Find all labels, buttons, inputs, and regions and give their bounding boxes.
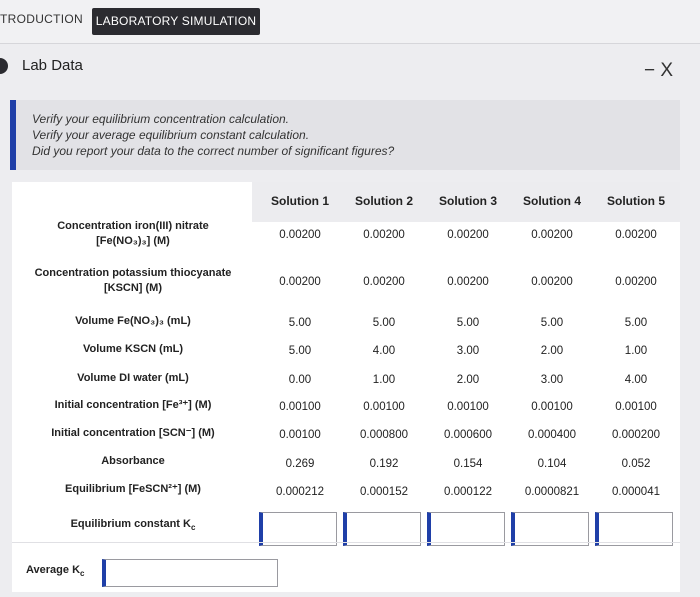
table-cell: 5.00 bbox=[624, 317, 648, 329]
table-cell: 0.192 bbox=[369, 458, 399, 470]
table-cell: 0.154 bbox=[453, 458, 483, 470]
kc-input-solution-2[interactable] bbox=[343, 512, 421, 546]
row-label: Volume DI water (mL) bbox=[12, 371, 254, 386]
table-cell: 0.00100 bbox=[531, 401, 573, 413]
row-label-line: Absorbance bbox=[101, 455, 165, 467]
row-label-line: Concentration potassium thiocyanate bbox=[34, 267, 232, 279]
table-header-band bbox=[252, 182, 680, 222]
row-label-line: Volume Fe(NO₃)₃ (mL) bbox=[75, 315, 191, 327]
row-label: Absorbance bbox=[12, 454, 254, 469]
table-cell: 0.000600 bbox=[444, 429, 492, 441]
row-label: Volume KSCN (mL) bbox=[12, 342, 254, 357]
table-cell: 5.00 bbox=[372, 317, 396, 329]
table-cell: 0.052 bbox=[621, 458, 651, 470]
row-label-line: Volume KSCN (mL) bbox=[82, 343, 184, 355]
table-cell: 4.00 bbox=[372, 345, 396, 357]
row-label: Equilibrium [FeSCN²⁺] (M) bbox=[12, 482, 254, 497]
average-label-text: Average K bbox=[26, 564, 81, 576]
kc-input-solution-5[interactable] bbox=[595, 512, 673, 546]
table-cell: 4.00 bbox=[624, 374, 648, 386]
row-label-line: Volume DI water (mL) bbox=[77, 372, 189, 384]
table-cell: 0.000122 bbox=[444, 486, 492, 498]
tab-laboratory-simulation[interactable]: LABORATORY SIMULATION bbox=[92, 8, 260, 35]
table-cell: 2.00 bbox=[540, 345, 564, 357]
row-label-line: [Fe(NO₃)₃] (M) bbox=[96, 235, 170, 247]
column-header-solution-4: Solution 4 bbox=[523, 194, 581, 208]
average-kc-label: Average Kc bbox=[26, 564, 84, 578]
table-cell: 1.00 bbox=[372, 374, 396, 386]
kc-input-solution-4[interactable] bbox=[511, 512, 589, 546]
kc-row-label: Equilibrium constant Kc bbox=[12, 517, 254, 535]
row-label: Concentration potassium thiocyanate [KSCN… bbox=[12, 266, 254, 296]
row-label: Concentration iron(III) nitrate [Fe(NO₃)₃… bbox=[12, 219, 254, 249]
row-label: Initial concentration [Fe³⁺] (M) bbox=[12, 398, 254, 413]
instruction-line: Verify your equilibrium concentration ca… bbox=[32, 112, 290, 126]
table-cell: 0.00200 bbox=[363, 276, 405, 288]
panel-marker bbox=[0, 58, 8, 74]
column-header-solution-5: Solution 5 bbox=[607, 194, 665, 208]
table-cell: 5.00 bbox=[456, 317, 480, 329]
table-cell: 0.104 bbox=[537, 458, 567, 470]
table-cell: 5.00 bbox=[288, 345, 312, 357]
table-cell: 0.00100 bbox=[615, 401, 657, 413]
row-label: Volume Fe(NO₃)₃ (mL) bbox=[12, 314, 254, 329]
table-cell: 0.00100 bbox=[447, 401, 489, 413]
table-cell: 2.00 bbox=[456, 374, 480, 386]
table-cell: 0.00200 bbox=[363, 229, 405, 241]
lab-data-table: Solution 1 Solution 2 Solution 3 Solution 4… bbox=[12, 182, 680, 592]
table-cell: 0.000800 bbox=[360, 429, 408, 441]
row-label-line: Equilibrium [FeSCN²⁺] (M) bbox=[65, 483, 201, 495]
column-header-solution-3: Solution 3 bbox=[439, 194, 497, 208]
column-header-solution-2: Solution 2 bbox=[355, 194, 413, 208]
table-cell: 0.000400 bbox=[528, 429, 576, 441]
table-cell: 0.269 bbox=[285, 458, 315, 470]
panel-minimize-close-button[interactable]: − X bbox=[644, 60, 674, 81]
row-label: Initial concentration [SCN⁻] (M) bbox=[12, 426, 254, 441]
table-cell: 0.000152 bbox=[360, 486, 408, 498]
tab-introduction[interactable]: TRODUCTION bbox=[0, 12, 83, 26]
table-cell: 1.00 bbox=[624, 345, 648, 357]
table-cell: 0.000200 bbox=[612, 429, 660, 441]
table-cell: 5.00 bbox=[288, 317, 312, 329]
average-label-sub: c bbox=[80, 569, 85, 579]
table-cell: 0.00200 bbox=[447, 276, 489, 288]
table-cell: 0.00100 bbox=[279, 401, 321, 413]
average-kc-input[interactable] bbox=[102, 559, 278, 587]
table-separator bbox=[12, 542, 680, 543]
table-cell: 0.00 bbox=[288, 374, 312, 386]
kc-input-solution-1[interactable] bbox=[259, 512, 337, 546]
table-cell: 0.00100 bbox=[363, 401, 405, 413]
column-header-solution-1: Solution 1 bbox=[271, 194, 329, 208]
instruction-line: Did you report your data to the correct … bbox=[32, 144, 395, 158]
table-cell: 0.00100 bbox=[279, 429, 321, 441]
top-tab-bar: TRODUCTION LABORATORY SIMULATION bbox=[0, 0, 700, 44]
row-label-line: [KSCN] (M) bbox=[103, 282, 163, 294]
row-label-line: Concentration iron(III) nitrate bbox=[57, 220, 209, 232]
table-cell: 0.00200 bbox=[531, 276, 573, 288]
kc-label-sub: c bbox=[190, 523, 196, 533]
table-cell: 0.00200 bbox=[531, 229, 573, 241]
instruction-line: Verify your average equilibrium constant… bbox=[32, 128, 310, 142]
instructions-box: Verify your equilibrium concentration ca… bbox=[10, 100, 680, 170]
table-cell: 3.00 bbox=[456, 345, 480, 357]
table-cell: 0.000041 bbox=[612, 486, 660, 498]
table-cell: 0.00200 bbox=[615, 276, 657, 288]
table-cell: 3.00 bbox=[540, 374, 564, 386]
row-label-line: Initial concentration [Fe³⁺] (M) bbox=[54, 399, 212, 411]
table-cell: 0.00200 bbox=[279, 276, 321, 288]
table-cell: 0.00200 bbox=[615, 229, 657, 241]
table-cell: 0.000212 bbox=[276, 486, 324, 498]
panel-title: Lab Data bbox=[22, 57, 83, 74]
kc-label-text: Equilibrium constant K bbox=[70, 518, 191, 530]
row-label-line: Initial concentration [SCN⁻] (M) bbox=[51, 427, 215, 439]
table-cell: 0.00200 bbox=[279, 229, 321, 241]
table-cell: 0.0000821 bbox=[524, 486, 580, 498]
table-cell: 0.00200 bbox=[447, 229, 489, 241]
kc-input-solution-3[interactable] bbox=[427, 512, 505, 546]
table-cell: 5.00 bbox=[540, 317, 564, 329]
